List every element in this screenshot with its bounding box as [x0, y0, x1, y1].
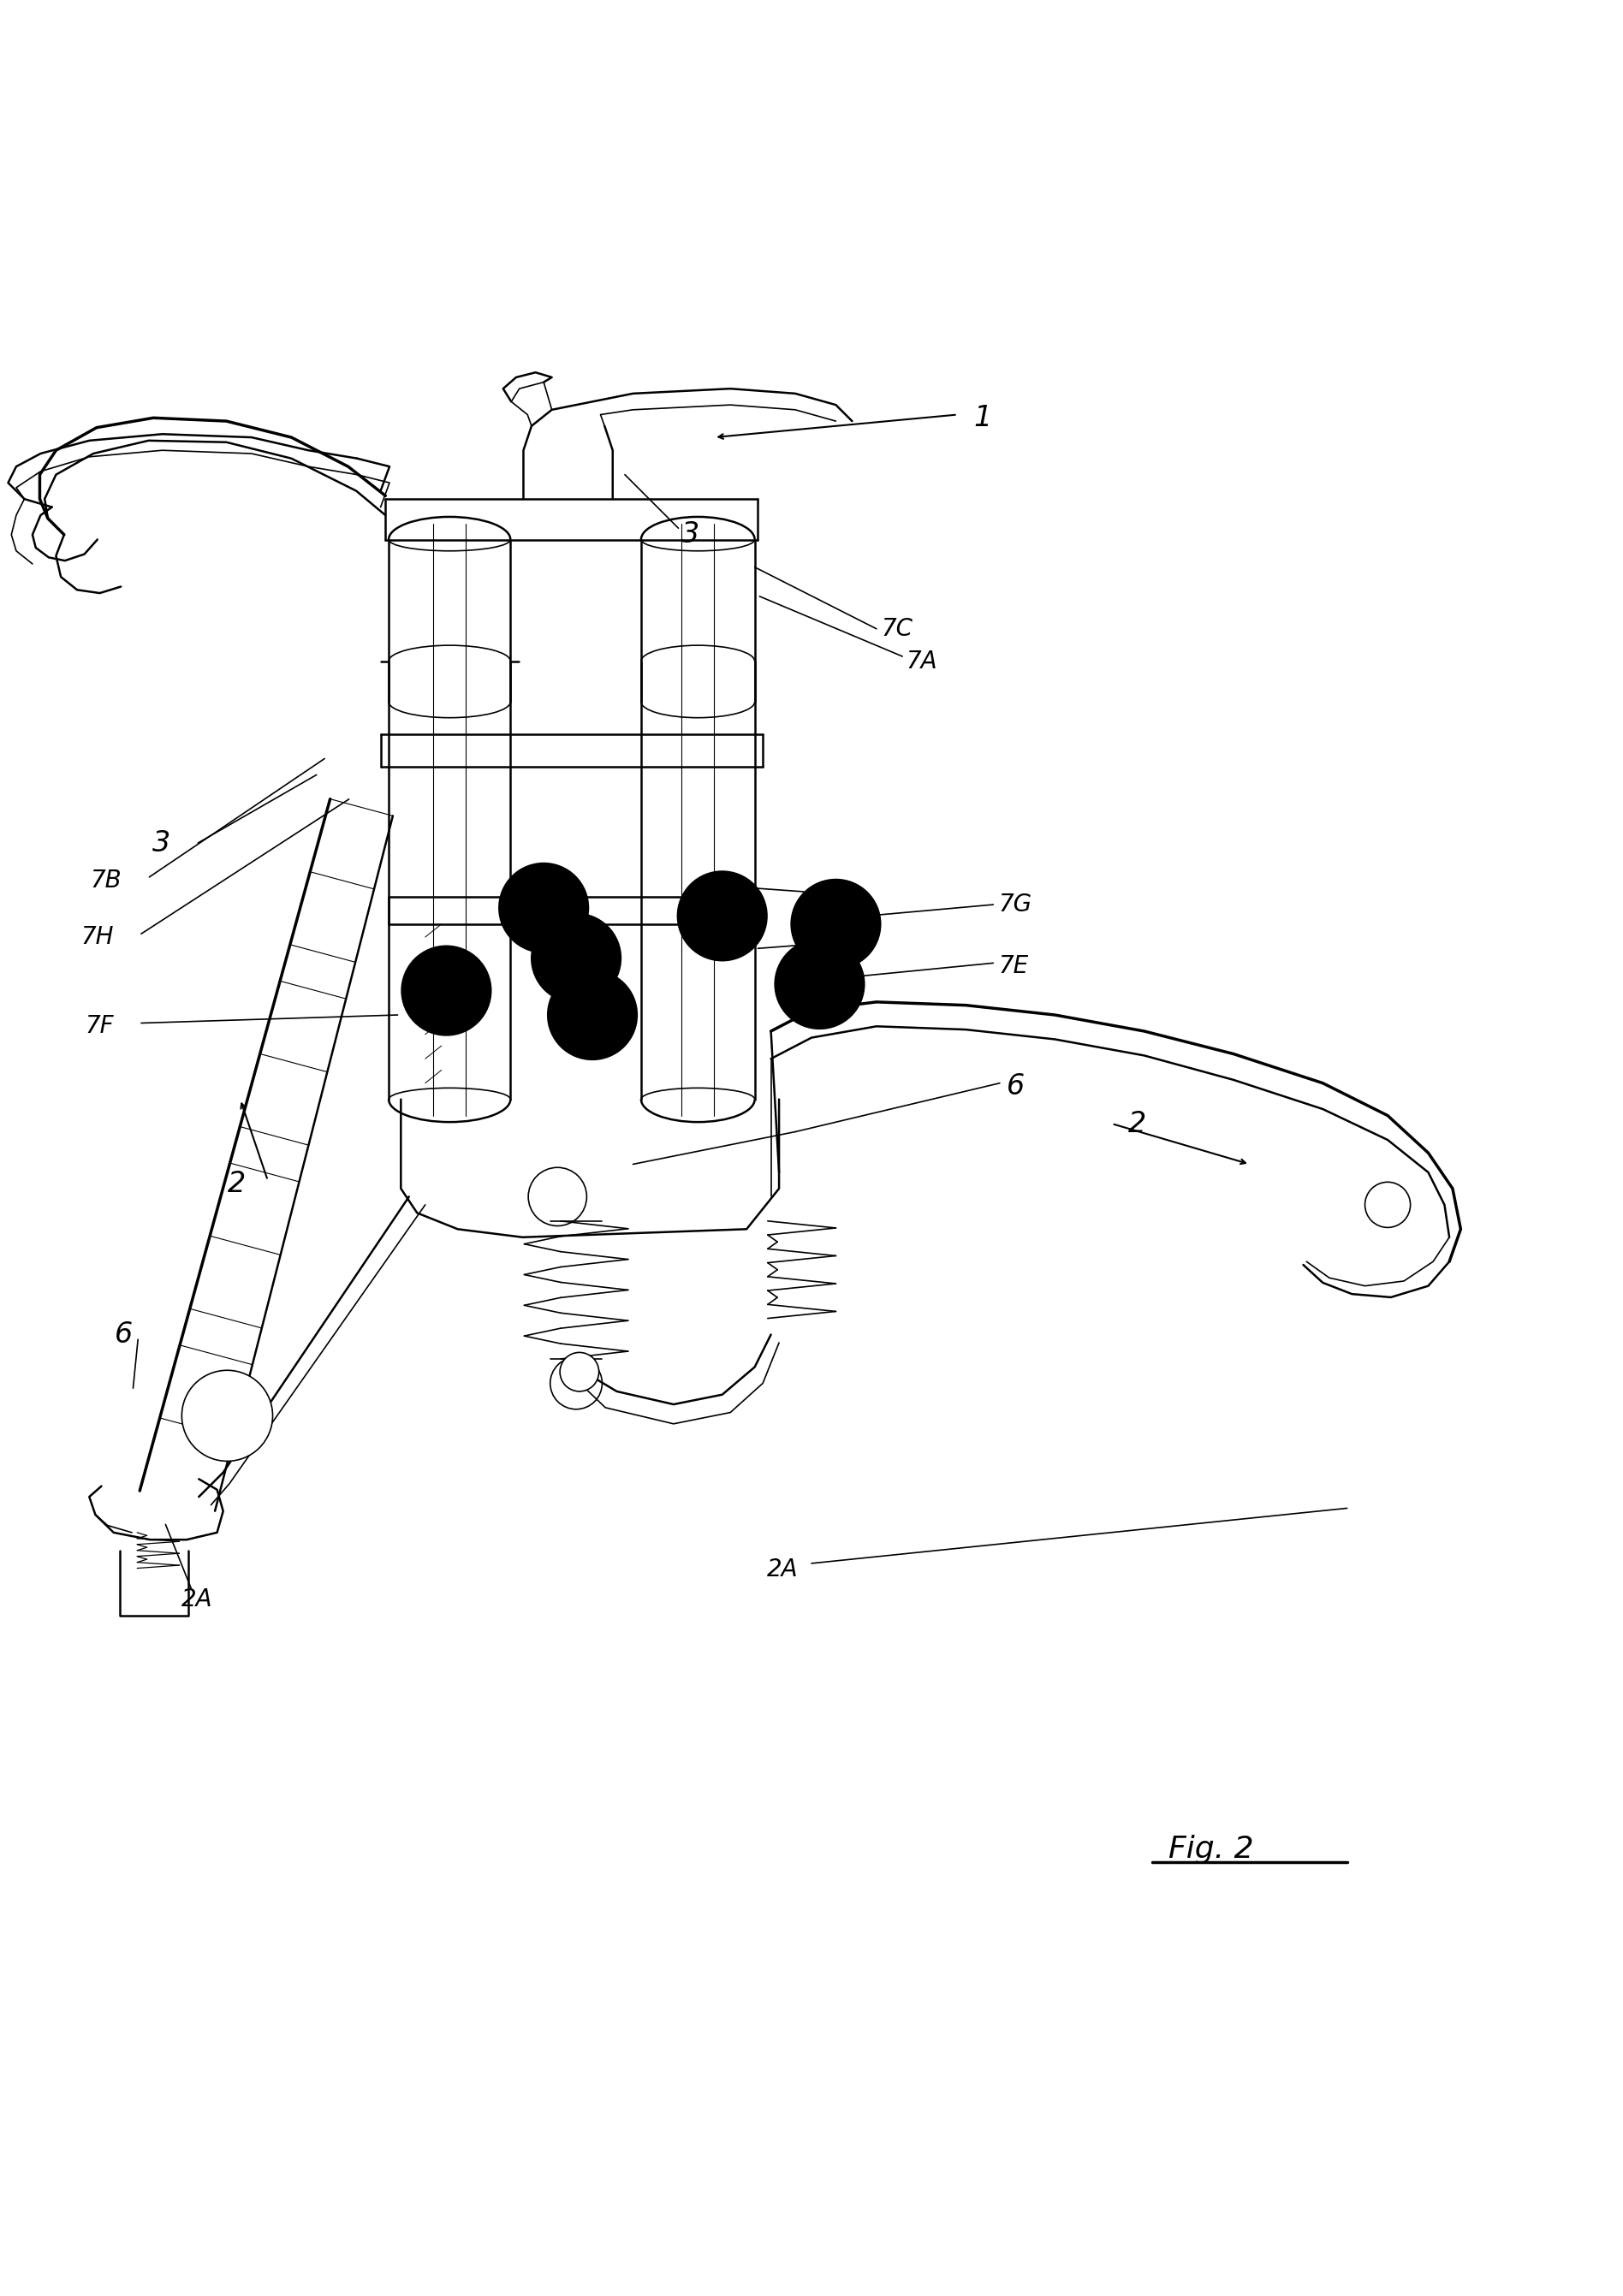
- Text: 2: 2: [1128, 1109, 1146, 1139]
- Circle shape: [531, 914, 622, 1003]
- Text: Fig. 2: Fig. 2: [1169, 1835, 1255, 1864]
- Text: 2: 2: [227, 1169, 245, 1199]
- Text: 7F: 7F: [84, 1015, 114, 1038]
- Circle shape: [529, 1166, 588, 1226]
- Text: 3: 3: [682, 521, 700, 549]
- Text: 7B: 7B: [91, 868, 122, 893]
- Circle shape: [401, 946, 492, 1035]
- Text: 3: 3: [153, 829, 170, 856]
- Text: 2A: 2A: [182, 1587, 213, 1612]
- Text: 7C: 7C: [881, 618, 914, 641]
- Text: 6: 6: [1006, 1072, 1024, 1100]
- Text: 7G: 7G: [998, 893, 1032, 916]
- Circle shape: [498, 863, 589, 953]
- Circle shape: [182, 1371, 273, 1460]
- Circle shape: [550, 1357, 602, 1410]
- Circle shape: [1365, 1182, 1410, 1228]
- Text: 2A: 2A: [768, 1559, 799, 1582]
- Text: 7A: 7A: [906, 650, 936, 673]
- Circle shape: [547, 969, 638, 1061]
- Circle shape: [790, 879, 881, 969]
- Circle shape: [560, 1352, 599, 1391]
- Text: 7H: 7H: [81, 925, 114, 948]
- Text: 6: 6: [115, 1320, 133, 1348]
- Circle shape: [774, 939, 865, 1029]
- Text: 7E: 7E: [998, 955, 1029, 978]
- Text: 1: 1: [974, 404, 992, 432]
- Circle shape: [677, 870, 768, 962]
